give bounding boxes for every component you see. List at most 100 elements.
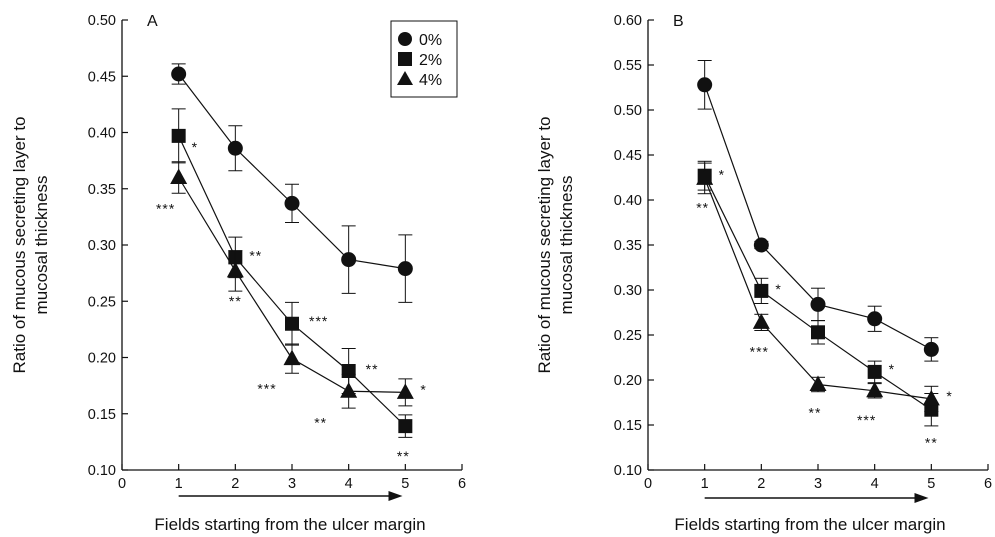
- significance-mark: *: [420, 381, 426, 397]
- y-tick-label: 0.15: [88, 407, 116, 423]
- data-point-circle: [867, 311, 883, 327]
- legend: 0% 2% 4%: [390, 20, 458, 98]
- y-tick-label: 0.45: [88, 69, 116, 85]
- chart-panel-a: 0.10 0.15 0.20 0.25 0.30 0.35 0.40 0.45 0.50 0 1 2 3…: [10, 13, 466, 534]
- data-point-circle: [284, 195, 300, 211]
- x-tick-label: 6: [984, 476, 992, 492]
- x-axis-label: Fields starting from the ulcer margin: [674, 515, 945, 534]
- legend-label: 2%: [419, 52, 442, 69]
- data-point-triangle: [866, 381, 884, 398]
- arrow-head: [914, 493, 929, 503]
- legend-label: 4%: [419, 72, 442, 89]
- data-point-circle: [753, 237, 769, 253]
- data-point-triangle: [340, 382, 358, 398]
- x-tick-label: 5: [927, 476, 935, 492]
- data-point-square: [285, 316, 299, 331]
- y-tick-label: 0.55: [614, 58, 642, 74]
- series-triangle: ***********: [156, 161, 426, 430]
- y-tick-label: 0.20: [614, 373, 642, 389]
- series-line: [178, 135, 406, 427]
- panel-letter: B: [673, 13, 684, 30]
- data-point-circle: [171, 66, 187, 82]
- data-point-triangle: [283, 349, 301, 366]
- data-point-square: [398, 419, 413, 434]
- x-tick-label: 1: [175, 476, 183, 492]
- significance-mark: ***: [750, 343, 769, 359]
- x-axis-label: Fields starting from the ulcer margin: [154, 515, 425, 534]
- chart-panel-b: 0.10 0.15 0.20 0.25 0.30 0.35 0.40 0.45 0.50 0.55…: [535, 13, 992, 534]
- significance-mark: **: [366, 361, 379, 377]
- x-tick-label: 0: [644, 476, 652, 492]
- significance-mark: ***: [309, 313, 328, 329]
- data-point-circle: [697, 77, 713, 93]
- significance-mark: **: [229, 293, 242, 309]
- significance-mark: **: [696, 199, 709, 215]
- x-tick-label: 6: [458, 476, 466, 492]
- y-tick-label: 0.40: [88, 126, 116, 142]
- significance-mark: *: [192, 139, 198, 155]
- significance-mark: **: [809, 405, 822, 421]
- significance-mark: **: [925, 435, 938, 451]
- data-point-triangle: [696, 169, 714, 185]
- significance-mark: **: [314, 414, 327, 430]
- data-point-circle: [810, 296, 826, 312]
- significance-mark: *: [719, 167, 725, 183]
- significance-mark: *: [775, 281, 781, 297]
- x-tick-label: 3: [814, 476, 822, 492]
- data-point-square: [754, 283, 769, 298]
- y-tick-label: 0.50: [88, 13, 116, 29]
- x-tick-label: 3: [288, 476, 296, 492]
- data-point-triangle: [396, 383, 414, 399]
- significance-mark: *: [946, 388, 952, 404]
- y-tick-label: 0.10: [614, 463, 642, 479]
- y-tick-label: 0.15: [614, 418, 642, 434]
- series-line: [178, 73, 406, 270]
- y-tick-label: 0.10: [88, 463, 116, 479]
- y-axis-label: Ratio of mucous secreting layer to mucosa…: [10, 116, 51, 373]
- y-tick-label: 0.60: [614, 13, 642, 29]
- significance-mark: *: [889, 361, 895, 377]
- significance-mark: **: [249, 247, 262, 263]
- y-tick-label: 0.35: [614, 238, 642, 254]
- y-tick-label: 0.20: [88, 351, 116, 367]
- series-circle: [697, 60, 939, 362]
- data-point-square: [867, 364, 882, 379]
- x-tick-label: 2: [757, 476, 765, 492]
- x-tick-label: 0: [118, 476, 126, 492]
- data-point-square: [811, 325, 825, 340]
- x-tick-label: 4: [871, 476, 879, 492]
- significance-mark: ***: [857, 412, 876, 428]
- series-square: **********: [171, 108, 413, 464]
- arrow-head: [388, 491, 403, 501]
- significance-mark: **: [397, 448, 410, 464]
- data-point-circle: [923, 341, 939, 357]
- y-tick-label: 0.25: [614, 328, 642, 344]
- x-tick-label: 1: [701, 476, 709, 492]
- y-tick-label: 0.30: [614, 283, 642, 299]
- significance-mark: ***: [257, 381, 276, 397]
- series-square: *****: [697, 160, 939, 451]
- y-tick-label: 0.25: [88, 294, 116, 310]
- data-point-triangle: [226, 261, 244, 278]
- y-tick-label: 0.50: [614, 103, 642, 119]
- data-point-triangle: [752, 313, 770, 329]
- legend-triangle-icon: [397, 71, 413, 85]
- data-point-triangle: [170, 168, 188, 184]
- data-point-triangle: [809, 375, 827, 391]
- x-tick-label: 4: [345, 476, 353, 492]
- x-tick-label: 5: [401, 476, 409, 492]
- series-circle: [171, 63, 413, 303]
- y-axis-label: Ratio of mucous secreting layer to mucosa…: [535, 116, 576, 373]
- data-point-circle: [227, 140, 243, 156]
- series-triangle: ***********: [696, 162, 952, 428]
- x-tick-label: 2: [231, 476, 239, 492]
- data-point-circle: [397, 261, 413, 277]
- y-tick-label: 0.30: [88, 238, 116, 254]
- y-tick-label: 0.45: [614, 148, 642, 164]
- data-point-square: [171, 128, 186, 143]
- legend-square-icon: [398, 52, 412, 66]
- legend-label: 0%: [419, 32, 442, 49]
- y-tick-label: 0.40: [614, 193, 642, 209]
- data-point-triangle: [922, 389, 940, 406]
